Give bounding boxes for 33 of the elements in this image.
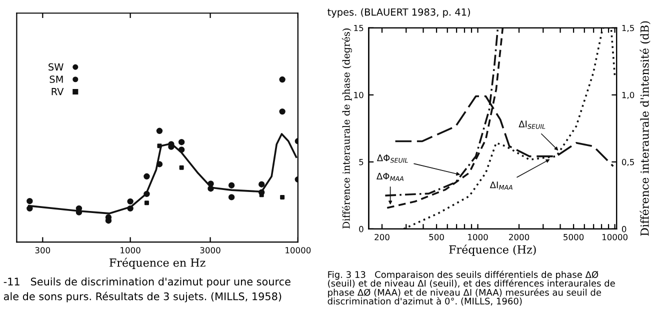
x-tick-label: 200 (374, 234, 390, 240)
x-tick-label: 1000 (120, 247, 140, 254)
y2-axis-title: Différence interaurale d'intensité (dB) (640, 21, 650, 236)
y2-tick-label: 1,5 (622, 24, 634, 32)
legend-label: RV (52, 88, 64, 96)
y2-tick-label: 0,5 (622, 158, 634, 166)
y-tick-label: 0 (359, 226, 364, 232)
x-tick-label: 5000 (564, 234, 584, 240)
y-tick-label: 5 (359, 159, 364, 166)
x-tick-label: 10000 (602, 234, 628, 240)
text: -11 Seuils de discrimination d'azimut pour une source (4, 277, 290, 288)
annotation: ΔΦ$_{SEUIL}$ (376, 154, 408, 163)
x-tick-label: 10000 (286, 247, 311, 254)
legend-label: SW (48, 63, 64, 71)
annotation: ΔI$_{SEUIL}$ (518, 120, 546, 129)
x-tick-label: 300 (35, 247, 50, 254)
y2-tick-label: 0 (622, 226, 626, 232)
text: ale de sons purs. Résultats de 3 sujets. (MILLS, 1958) (4, 292, 282, 302)
x-tick-label: 2000 (509, 234, 530, 240)
caption: Fig. 3 13 Comparaison des seuils différentiels de phase ΔØ (seuil) et de niveau ΔI (seuil), et des différences interaurales de phase ΔØ (MAA) et de niveau ΔI (MAA) mesurées au seuil de discrimination d'azimut à 0°. (MILLS, 1960) (328, 270, 615, 306)
x-tick-label: 1000 (468, 234, 488, 240)
y-axis-title: Différence interaurale de phase (degrés) (342, 28, 352, 229)
annotation: ΔΦ$_{MAA}$ (376, 172, 404, 181)
x-axis-title: Fréquence (Hz) (449, 244, 536, 256)
y2-tick-label: 1,0 (622, 92, 634, 100)
y-tick-label: 10 (354, 92, 364, 98)
x-axis-title: Fréquence en Hz (110, 258, 206, 269)
annotation: ΔI$_{MAA}$ (490, 182, 512, 190)
legend-label: SM (50, 76, 63, 83)
x-tick-label: 3000 (200, 247, 220, 254)
x-tick-label: 500 (429, 234, 444, 240)
y-tick-label: 15 (354, 24, 364, 32)
text: types. (BLAUERT 1983, p. 41) (328, 8, 470, 18)
